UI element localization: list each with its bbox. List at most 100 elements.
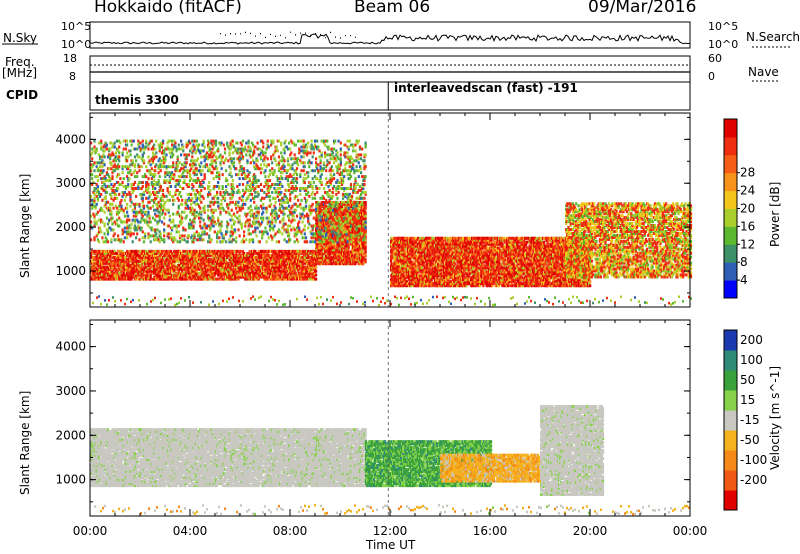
heatmap-cell [187, 269, 191, 273]
heatmap-cell [203, 275, 206, 279]
heatmap-cell [254, 267, 257, 271]
heatmap-cell [185, 271, 188, 275]
heatmap-cell [299, 261, 302, 265]
heatmap-cell [220, 275, 223, 279]
heatmap-cell [325, 262, 328, 266]
heatmap-cell [318, 228, 321, 232]
heatmap-cell [182, 265, 185, 269]
heatmap-cell [335, 220, 338, 224]
heatmap-cell [322, 252, 326, 256]
heatmap-cell [352, 203, 355, 206]
heatmap-cell [104, 251, 107, 255]
heatmap-cell [109, 265, 112, 269]
heatmap-cell [316, 256, 319, 260]
heatmap-cell [240, 267, 243, 271]
heatmap-cell [177, 273, 180, 277]
heatmap-cell [245, 263, 248, 267]
nsky-tick-bottom: 10^0 [61, 38, 91, 51]
heatmap-cell [245, 253, 248, 257]
heatmap-cell [146, 267, 149, 271]
heatmap-cell [150, 255, 153, 259]
heatmap-cell [186, 265, 189, 269]
heatmap-cell [353, 236, 356, 240]
heatmap-cell [227, 269, 230, 273]
heatmap-cell [354, 248, 357, 252]
heatmap-cell [146, 271, 149, 275]
heatmap-cell [223, 267, 227, 271]
heatmap-cell [285, 269, 288, 273]
heatmap-cell [146, 275, 149, 279]
heatmap-cell [159, 277, 162, 281]
heatmap-cell [159, 251, 162, 255]
heatmap-cell [281, 255, 284, 259]
heatmap-cell [316, 238, 319, 242]
heatmap-cell [148, 253, 151, 257]
heatmap-cell [294, 259, 297, 263]
heatmap-cell [146, 257, 149, 261]
heatmap-cell [239, 261, 242, 265]
heatmap-cell [263, 261, 266, 265]
heatmap-cell [194, 261, 197, 265]
heatmap-cell [334, 254, 337, 258]
heatmap-cell [290, 277, 293, 281]
heatmap-cell [316, 244, 319, 248]
heatmap-cell [343, 212, 346, 216]
heatmap-cell [303, 257, 306, 261]
heatmap-cell [325, 240, 328, 244]
heatmap-cell [122, 273, 125, 277]
heatmap-cell [141, 255, 144, 259]
heatmap-cell [118, 277, 121, 281]
heatmap-cell [340, 258, 344, 262]
heatmap-cell [113, 277, 116, 281]
heatmap-cell [290, 269, 293, 273]
heatmap-cell [236, 261, 239, 265]
heatmap-cell [340, 244, 344, 248]
heatmap-cell [247, 269, 250, 273]
heatmap-cell [239, 249, 242, 253]
heatmap-cell [129, 255, 132, 259]
heatmap-cell [204, 257, 207, 261]
heatmap-cell [248, 249, 251, 253]
heatmap-cell [276, 253, 279, 257]
heatmap-cell [288, 249, 291, 253]
nsky-frame [89, 21, 691, 49]
heatmap-cell [174, 273, 177, 277]
heatmap-cell [155, 269, 158, 273]
heatmap-cell [190, 251, 193, 255]
heatmap-cell [263, 271, 266, 275]
heatmap-cell [348, 238, 351, 242]
heatmap-cell [184, 267, 187, 271]
heatmap-cell [276, 255, 279, 259]
heatmap-cell [182, 267, 185, 271]
heatmap-cell [348, 228, 351, 232]
heatmap-cell [115, 251, 119, 255]
heatmap-cell [211, 269, 214, 273]
heatmap-cell [165, 259, 168, 263]
heatmap-cell [207, 255, 210, 259]
heatmap-cell [94, 263, 97, 267]
heatmap-cell [173, 275, 176, 279]
heatmap-cell [118, 263, 121, 267]
heatmap-cell [113, 265, 116, 269]
heatmap-cell [258, 261, 261, 265]
heatmap-cell [136, 251, 139, 255]
heatmap-cell [155, 253, 158, 257]
heatmap-cell [294, 267, 297, 271]
heatmap-cell [159, 273, 162, 277]
heatmap-cell [261, 269, 264, 273]
heatmap-cell [321, 201, 324, 204]
heatmap-cell [148, 259, 151, 263]
nave-tick-bottom: 0 [708, 70, 715, 83]
heatmap-cell [300, 251, 303, 255]
heatmap-cell [298, 267, 301, 271]
heatmap-cell [109, 253, 112, 257]
heatmap-cell [253, 263, 256, 267]
freq-tick-bottom: 8 [69, 70, 76, 83]
heatmap-cell [227, 261, 230, 265]
heatmap-cell [258, 269, 261, 273]
heatmap-cell [353, 254, 356, 258]
heatmap-cell [106, 271, 110, 275]
heatmap-cell [149, 275, 152, 279]
heatmap-cell [333, 201, 336, 204]
heatmap-cell [270, 269, 273, 273]
